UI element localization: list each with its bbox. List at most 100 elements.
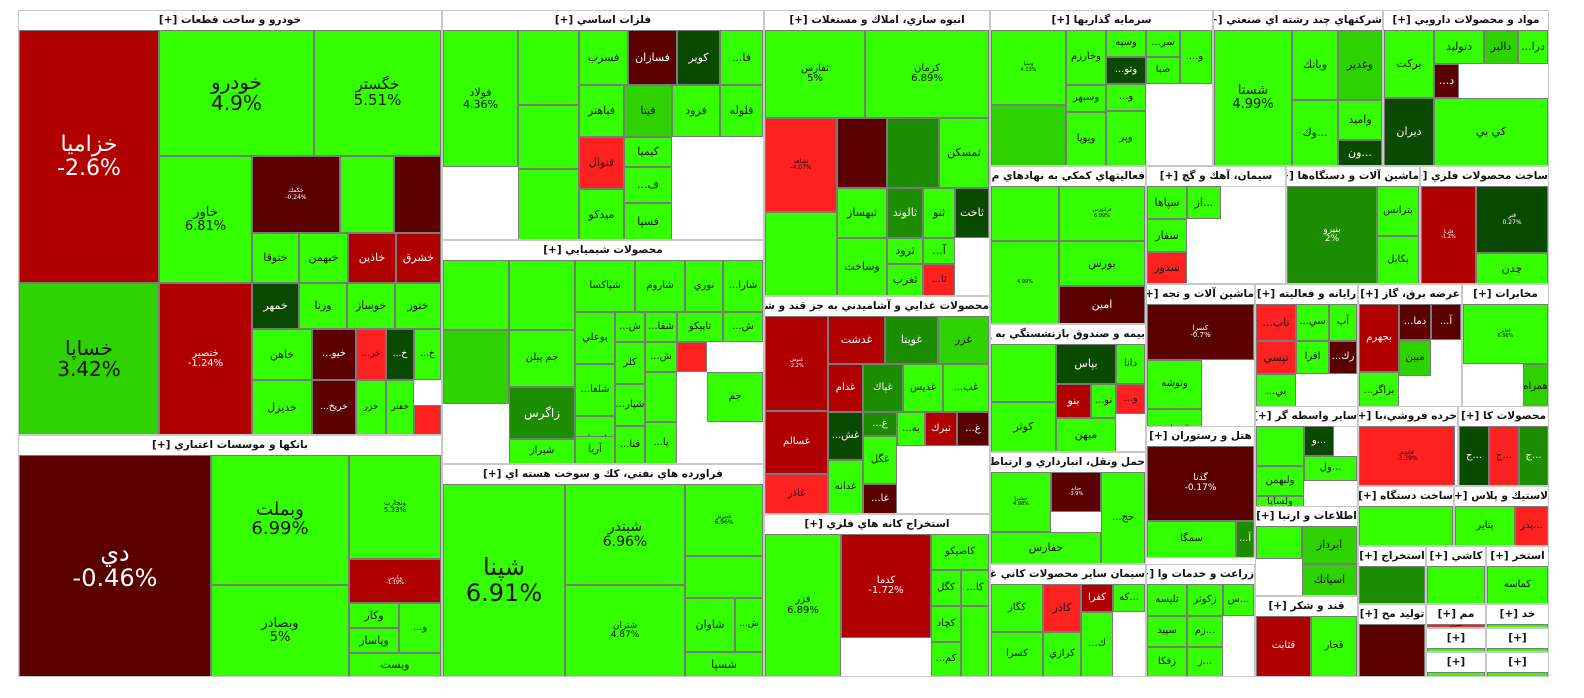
stock-tile[interactable] [1487, 648, 1548, 651]
sector-title[interactable]: [+] [1487, 653, 1548, 673]
stock-tile[interactable]: خشرق [396, 233, 441, 283]
stock-tile[interactable]: خر... [356, 329, 386, 380]
stock-tile[interactable]: كفرا [1081, 584, 1113, 612]
stock-tile[interactable]: مبين [1399, 340, 1431, 376]
stock-tile[interactable]: شارا... [723, 260, 763, 312]
stock-tile[interactable]: فزر 6.89% [765, 534, 841, 676]
stock-tile[interactable]: ثمسكن [939, 118, 989, 188]
stock-tile[interactable]: غديس [903, 364, 943, 412]
stock-tile[interactable]: شاروم [635, 260, 685, 312]
stock-tile[interactable]: بنو [1056, 384, 1091, 418]
stock-tile[interactable]: چدن [1476, 253, 1548, 283]
stock-tile[interactable]: خزر [356, 380, 386, 434]
stock-tile[interactable]: فسازان [628, 30, 677, 85]
sector-title[interactable]: شركتهاي چند رشته اي صنعتي [+] [1214, 11, 1382, 31]
stock-tile[interactable]: ورنا [299, 283, 347, 329]
stock-tile[interactable]: بكابل [1377, 236, 1419, 283]
stock-tile[interactable]: غش... [828, 412, 863, 460]
sector-title[interactable]: رايانه و فعاليته [+] [1256, 285, 1357, 305]
stock-tile[interactable]: فنر 0.27% [1476, 186, 1548, 253]
stock-tile[interactable]: كماسه [1487, 566, 1548, 603]
stock-tile[interactable]: نو... [1091, 384, 1116, 418]
stock-tile[interactable]: و... [1116, 384, 1145, 414]
stock-tile[interactable]: خمهر [252, 283, 299, 329]
stock-tile[interactable]: ش... [723, 312, 763, 342]
stock-tile[interactable] [837, 118, 887, 188]
stock-tile[interactable]: فرابورس 6.99% [1059, 186, 1145, 241]
stock-tile[interactable]: بپاس [1056, 344, 1116, 384]
stock-tile[interactable]: سمگا [1147, 521, 1236, 557]
stock-tile[interactable] [765, 212, 837, 295]
sector-title[interactable]: خد [+] [1487, 605, 1548, 625]
stock-tile[interactable]: بنيرو 2% [1287, 186, 1377, 283]
stock-tile[interactable]: غگل [863, 436, 897, 484]
sector-title[interactable]: مم [+] [1427, 605, 1485, 625]
stock-tile[interactable]: شفا... [645, 312, 677, 342]
stock-tile[interactable]: كگاز [991, 584, 1043, 632]
sector-title[interactable]: [+] [1427, 629, 1485, 649]
stock-tile[interactable]: كيميا [624, 137, 672, 167]
sector-title[interactable]: حمل ونقل، انبارداري و ارتباطات [+] [991, 453, 1145, 473]
stock-tile[interactable] [1359, 624, 1425, 676]
stock-tile[interactable]: ثغرب [887, 264, 923, 295]
stock-tile[interactable]: غدشت [828, 316, 885, 364]
stock-tile[interactable] [991, 344, 1056, 402]
stock-tile[interactable]: تبرك [925, 412, 957, 446]
stock-tile[interactable]: كاذر [1043, 584, 1081, 632]
stock-tile[interactable]: خريخ... [312, 380, 356, 434]
stock-tile[interactable]: امين [1059, 286, 1145, 323]
stock-tile[interactable]: ابرداز [1302, 526, 1357, 564]
stock-tile[interactable]: فباهنر [579, 85, 624, 137]
stock-tile[interactable] [518, 169, 579, 239]
stock-tile[interactable]: خزاميا -2.6% [19, 30, 159, 283]
stock-tile[interactable] [1427, 648, 1485, 651]
stock-tile[interactable]: غ... [863, 412, 897, 436]
stock-tile[interactable] [991, 186, 1059, 241]
stock-tile[interactable]: سر... [1146, 30, 1180, 57]
stock-tile[interactable] [1256, 526, 1302, 559]
stock-tile[interactable]: سفار [1147, 219, 1187, 252]
stock-tile[interactable]: خوساز [347, 283, 395, 329]
sector-title[interactable]: ماشين آلات و تجه [+] [1147, 285, 1254, 305]
stock-tile[interactable]: اسياتك [1302, 564, 1357, 595]
sector-title[interactable]: خرده فروشي،با [+] [1359, 407, 1457, 427]
stock-tile[interactable]: آ... [923, 238, 955, 264]
stock-tile[interactable]: ولبهمن [1256, 466, 1304, 496]
stock-tile[interactable]: آريا [575, 436, 615, 463]
stock-tile[interactable]: ش... [615, 312, 645, 342]
sector-title[interactable]: اطلاعات و ارتبا [+] [1256, 507, 1357, 527]
stock-tile[interactable]: تليسه [1147, 584, 1187, 616]
stock-tile[interactable] [645, 372, 677, 422]
stock-tile[interactable]: ويوپا [1066, 112, 1106, 165]
stock-tile[interactable]: ...ز [1187, 647, 1223, 676]
stock-tile[interactable]: وغدير [1338, 30, 1382, 100]
stock-tile[interactable]: غا... [863, 484, 897, 513]
stock-tile[interactable]: كچاد [931, 606, 961, 642]
stock-tile[interactable]: ش... [645, 342, 677, 372]
stock-tile[interactable]: زاگرس [509, 387, 575, 439]
stock-tile[interactable]: كم... [931, 642, 961, 676]
stock-tile[interactable]: شلعا... [575, 364, 615, 416]
stock-tile[interactable]: فلوله [720, 85, 763, 137]
stock-tile[interactable] [1487, 672, 1548, 676]
sector-title[interactable]: [+] [1427, 653, 1485, 673]
stock-tile[interactable]: حتايد -3.9% [1051, 472, 1101, 512]
stock-tile[interactable]: و... [399, 603, 441, 653]
stock-tile[interactable]: وبانك [1292, 30, 1338, 100]
stock-tile[interactable]: خاهن [252, 329, 312, 380]
stock-tile[interactable]: ...ج [1489, 426, 1519, 485]
stock-tile[interactable]: ويست [349, 653, 441, 676]
stock-tile[interactable] [887, 118, 939, 188]
sector-title[interactable]: استخراج كانه هاي فلزي [+] [765, 515, 989, 535]
stock-tile[interactable]: كدما -1.72% [841, 534, 931, 638]
stock-tile[interactable]: صبا [1146, 57, 1180, 84]
sector-title[interactable]: استخراج [+] [1359, 547, 1425, 567]
stock-tile[interactable]: ميهن [1056, 418, 1116, 451]
stock-tile[interactable]: اخابر 6.96% [1463, 304, 1548, 364]
stock-tile[interactable]: ديران [1384, 98, 1434, 165]
stock-tile[interactable]: قثابت [1256, 616, 1311, 676]
stock-tile[interactable] [509, 260, 575, 330]
stock-tile[interactable]: فسرب [579, 30, 628, 85]
stock-tile[interactable]: دما... [1399, 304, 1431, 340]
stock-tile[interactable]: جم [707, 372, 763, 422]
